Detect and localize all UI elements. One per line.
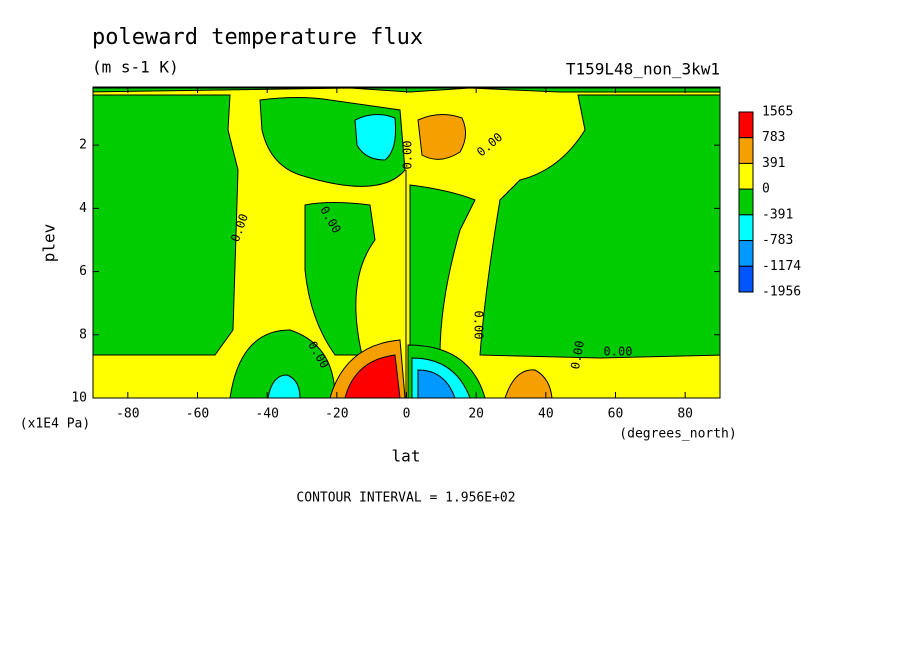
y-tick-label: 2 (79, 138, 87, 153)
negative-region (304, 202, 376, 356)
colorbar-box (738, 265, 754, 293)
x-axis-units: (degrees_north) (619, 427, 736, 442)
contour-label: 0.00 (568, 339, 587, 370)
colorbar-label: -1956 (762, 285, 801, 300)
colorbar-box (738, 111, 754, 139)
colorbar-label: 783 (762, 130, 785, 145)
x-tick-label: 80 (677, 407, 693, 422)
contour-field: 0.00 0.000.00 0.000.000.00 0.00 0.00-80 -60 -4… (71, 86, 801, 422)
y-axis-label: plev (40, 224, 59, 263)
colorbar-box (738, 162, 754, 190)
chart-title: poleward temperature flux (92, 25, 423, 50)
chart-subtitle: (m s-1 K) (92, 58, 179, 77)
y-tick-label: 6 (79, 264, 87, 279)
x-axis-label: lat (392, 447, 421, 466)
x-tick-label: 20 (468, 407, 484, 422)
x-tick-label: -40 (255, 407, 278, 422)
x-tick-label: -20 (325, 407, 348, 422)
colorbar-label: -783 (762, 233, 793, 248)
negative-region (479, 94, 720, 359)
colorbar-label: 391 (762, 156, 785, 171)
positive-region (344, 354, 401, 398)
positive-region (417, 114, 466, 160)
x-tick-label: 60 (608, 407, 624, 422)
y-axis-units: (x1E4 Pa) (20, 417, 90, 432)
colorbar-box (738, 214, 754, 242)
y-tick-label: 10 (71, 391, 87, 406)
negative-region (354, 114, 396, 161)
fills (93, 87, 720, 398)
colorbar-label: -391 (762, 207, 793, 222)
y-tick-label: 8 (79, 327, 87, 342)
x-tick-label: 0 (403, 407, 411, 422)
x-tick-label: -60 (186, 407, 209, 422)
contour-label: 0.00 (401, 141, 415, 170)
contour-label: 0.00 (472, 311, 486, 340)
negative-region (93, 94, 239, 356)
colorbar-label: 1565 (762, 105, 793, 120)
colorbar-box (738, 188, 754, 216)
colorbar-label: 0 (762, 182, 770, 197)
colorbar-box (738, 240, 754, 267)
x-tick-label: -80 (116, 407, 139, 422)
colorbar-label: -1174 (762, 259, 801, 274)
run-label: T159L48_non_3kw1 (566, 60, 720, 79)
y-tick-label: 4 (79, 201, 87, 216)
contour-label: 0.00 (604, 345, 633, 359)
positive-region (504, 369, 553, 398)
x-tick-label: 40 (538, 407, 554, 422)
colorbar-box (738, 137, 754, 164)
negative-region (409, 184, 476, 356)
footer-note: CONTOUR INTERVAL = 1.956E+02 (296, 491, 515, 506)
negative-region (229, 329, 336, 398)
negative-region (267, 374, 301, 398)
